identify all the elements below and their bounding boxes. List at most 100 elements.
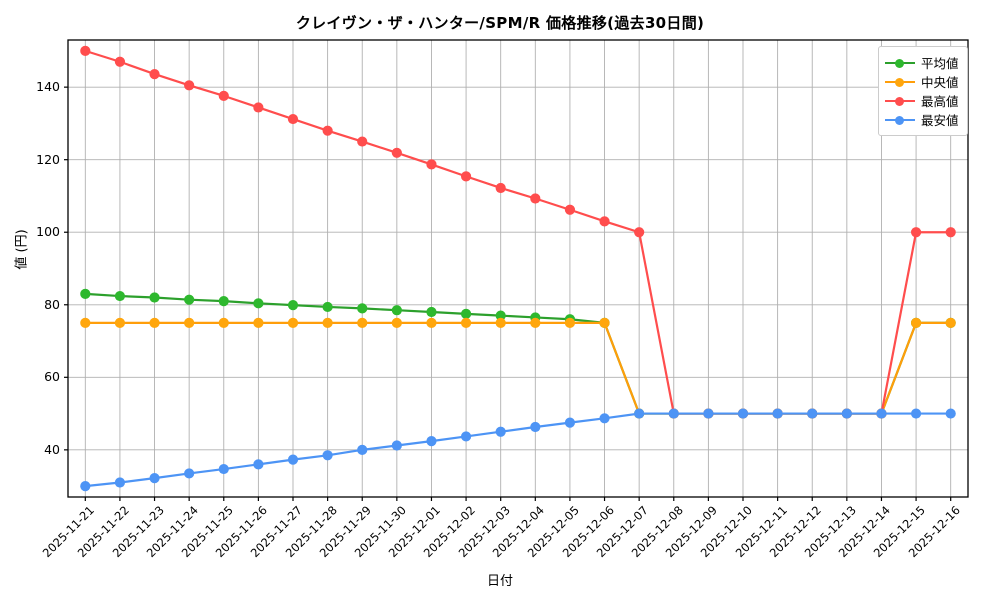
legend-item-2[interactable]: 最高値 xyxy=(885,91,959,110)
data-point xyxy=(218,463,229,475)
data-point xyxy=(945,408,956,419)
legend-swatch-icon xyxy=(885,76,915,88)
data-point xyxy=(460,171,472,182)
data-point xyxy=(114,477,126,488)
data-point xyxy=(634,408,645,419)
data-point xyxy=(149,292,160,303)
data-point xyxy=(287,300,299,311)
data-point xyxy=(80,288,91,299)
data-point xyxy=(357,317,368,329)
data-point xyxy=(530,193,541,204)
data-point xyxy=(495,182,506,194)
data-point xyxy=(495,317,506,329)
data-point xyxy=(634,227,645,238)
data-point xyxy=(253,298,264,309)
data-point xyxy=(564,417,576,428)
data-point xyxy=(391,305,402,316)
legend-label: 最安値 xyxy=(921,113,959,128)
data-point xyxy=(564,204,576,215)
data-point xyxy=(426,317,437,329)
data-point xyxy=(945,227,956,238)
data-point xyxy=(287,113,299,125)
data-point xyxy=(737,408,749,419)
data-point xyxy=(357,136,368,147)
data-point xyxy=(357,444,368,455)
data-point xyxy=(253,317,264,329)
data-point xyxy=(841,408,852,419)
legend-item-1[interactable]: 中央値 xyxy=(885,72,959,91)
data-point xyxy=(253,102,264,113)
data-point xyxy=(426,159,437,170)
y-tick-label: 60 xyxy=(44,369,60,385)
series-line-0 xyxy=(84,292,952,415)
data-point xyxy=(460,431,472,442)
data-point xyxy=(149,68,160,80)
y-axis-label: 値 (円) xyxy=(14,229,30,270)
data-point xyxy=(114,56,126,67)
legend-item-0[interactable]: 平均値 xyxy=(885,53,959,72)
data-point xyxy=(564,317,576,329)
data-point xyxy=(287,317,299,329)
data-point xyxy=(910,408,922,419)
y-tick-label: 140 xyxy=(36,79,60,95)
data-point xyxy=(668,408,679,419)
data-point xyxy=(391,317,402,329)
data-point xyxy=(460,317,472,329)
data-point xyxy=(218,296,229,307)
data-point xyxy=(322,450,333,461)
data-point xyxy=(114,290,126,302)
y-tick-label: 100 xyxy=(36,224,60,240)
data-point xyxy=(910,227,922,238)
data-point xyxy=(218,317,229,329)
data-point xyxy=(426,306,437,318)
data-point xyxy=(184,294,195,305)
data-point xyxy=(495,426,506,437)
chart-title: クレイヴン・ザ・ハンター/SPM/R 価格推移(過去30日間) xyxy=(295,14,705,32)
data-point xyxy=(322,125,333,136)
data-point xyxy=(218,90,229,101)
data-point xyxy=(391,440,402,451)
data-point xyxy=(184,468,195,479)
data-point xyxy=(184,317,195,329)
data-point xyxy=(772,408,783,419)
legend-label: 最高値 xyxy=(921,94,959,109)
data-point xyxy=(703,408,714,419)
data-point xyxy=(460,308,472,319)
data-point xyxy=(114,317,126,329)
legend-item-3[interactable]: 最安値 xyxy=(885,110,959,129)
data-point xyxy=(80,481,91,492)
data-point xyxy=(287,454,299,465)
data-point xyxy=(426,436,437,447)
series-line-3 xyxy=(84,412,952,488)
legend-swatch-icon xyxy=(885,57,915,69)
y-tick-label: 80 xyxy=(44,296,60,312)
series-line-1 xyxy=(84,321,952,415)
y-tick-label: 120 xyxy=(36,151,60,167)
data-point xyxy=(80,317,91,329)
data-point xyxy=(807,408,818,419)
data-point xyxy=(599,317,610,329)
plot-frame xyxy=(67,39,969,498)
data-point xyxy=(149,317,160,329)
data-point xyxy=(322,301,333,313)
chart-legend: 平均値中央値最高値最安値 xyxy=(878,46,968,136)
data-point xyxy=(599,413,610,424)
data-point xyxy=(599,216,610,227)
legend-swatch-icon xyxy=(885,95,915,107)
data-point xyxy=(495,310,506,321)
data-point xyxy=(530,317,541,329)
legend-label: 平均値 xyxy=(921,56,959,71)
data-point xyxy=(945,317,956,329)
data-point xyxy=(253,459,264,470)
data-point xyxy=(149,473,160,484)
data-point xyxy=(876,408,887,419)
data-point xyxy=(322,317,333,329)
data-point xyxy=(80,45,91,56)
data-point xyxy=(530,421,541,433)
data-point xyxy=(184,80,195,91)
data-point xyxy=(357,303,368,314)
legend-label: 中央値 xyxy=(921,75,959,90)
x-axis-label: 日付 xyxy=(486,574,513,589)
